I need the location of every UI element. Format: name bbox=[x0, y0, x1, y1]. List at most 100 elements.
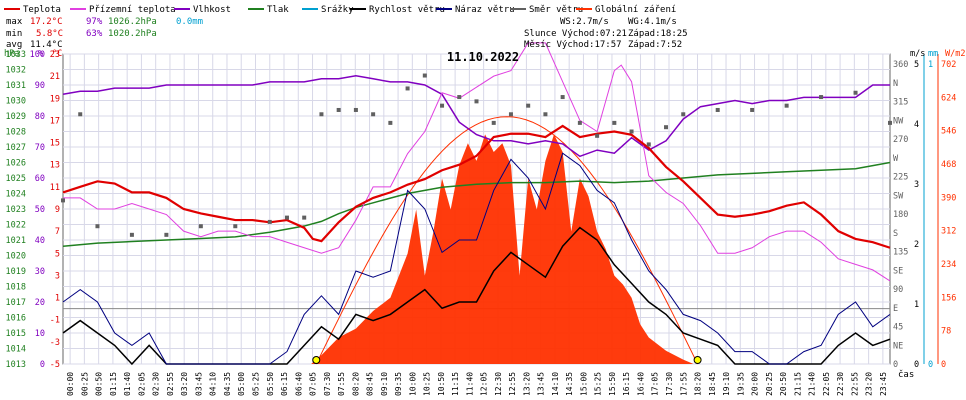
legend-label: Teplota bbox=[23, 5, 61, 15]
temp-tick-label: 1 bbox=[55, 294, 60, 304]
x-tick-label: 10:00 bbox=[408, 372, 417, 396]
x-tick-label: 09:35 bbox=[394, 372, 403, 396]
wind-direction-point bbox=[61, 198, 65, 203]
dir-tick-label: E bbox=[893, 304, 898, 314]
temp-tick-label: -1 bbox=[50, 316, 60, 326]
stat-max-rain: 0.0mm bbox=[176, 17, 203, 27]
pct-tick-label: 100 bbox=[30, 50, 45, 60]
x-tick-label: 15:00 bbox=[579, 372, 588, 396]
x-tick-label: 14:35 bbox=[565, 372, 574, 396]
series-line-Tlak bbox=[62, 161, 891, 247]
series-line-Přízemní teplota bbox=[63, 42, 891, 282]
x-tick-label: 15:25 bbox=[594, 372, 603, 396]
temp-tick-label: 11 bbox=[50, 183, 60, 193]
temp-tick-label: 13 bbox=[50, 161, 60, 171]
series-line-Teplota bbox=[62, 124, 891, 249]
legend: Teplota Přízemní teplota Vlhkost Tlak Srážky… bbox=[4, 5, 676, 15]
x-tick-label: 09:10 bbox=[380, 372, 389, 396]
x-tick-label: 19:10 bbox=[722, 372, 731, 396]
stat-avg-label: avg bbox=[6, 40, 22, 50]
x-tick-label: 17:55 bbox=[679, 372, 688, 396]
hpa-axis-unit: hPa bbox=[4, 49, 19, 59]
wind-speed-info: WS:2.7m/s bbox=[560, 17, 609, 27]
dir-tick-label: SW bbox=[893, 191, 904, 201]
sunrise-marker bbox=[312, 356, 321, 364]
rad-tick-label: 468 bbox=[941, 160, 956, 170]
dir-tick-label: 360 bbox=[893, 60, 908, 70]
radiation-area bbox=[311, 116, 699, 365]
chart-title: 11.10.2022 bbox=[447, 50, 519, 64]
x-tick-label: 03:20 bbox=[180, 372, 189, 396]
x-tick-label: 17:30 bbox=[665, 372, 674, 396]
sun-set-info: Západ:18:25 bbox=[628, 29, 688, 39]
wind-direction-point bbox=[319, 112, 324, 117]
wind-direction-point bbox=[388, 120, 393, 125]
x-tick-label: 02:55 bbox=[166, 372, 175, 396]
hpa-tick-label: 1015 bbox=[6, 329, 26, 339]
rad-tick-label: 78 bbox=[941, 327, 951, 337]
wind-tick-label: 0 bbox=[914, 360, 919, 370]
sunset-marker bbox=[693, 356, 702, 364]
dir-tick-label: 0 bbox=[893, 360, 898, 370]
x-tick-label: 00:00 bbox=[66, 372, 75, 396]
radiation-fill bbox=[311, 134, 694, 364]
sun-info: Slunce Východ:07:21 bbox=[524, 29, 627, 39]
wind-direction-point bbox=[198, 224, 203, 229]
x-tick-label: 22:55 bbox=[850, 372, 859, 396]
hpa-tick-label: 1013 bbox=[6, 360, 26, 370]
x-tick-label: 18:20 bbox=[694, 372, 703, 396]
pct-tick-label: 50 bbox=[35, 205, 45, 215]
hpa-tick-label: 1031 bbox=[6, 81, 26, 91]
pct-tick-label: 90 bbox=[35, 81, 45, 91]
stat-min-label: min bbox=[6, 29, 22, 39]
temp-tick-label: -5 bbox=[50, 360, 60, 370]
wind-direction-point bbox=[888, 120, 892, 125]
wind-direction-point bbox=[302, 215, 307, 220]
temp-tick-label: -3 bbox=[50, 338, 60, 348]
x-tick-label: 13:20 bbox=[522, 372, 531, 396]
x-tick-label: 14:10 bbox=[551, 372, 560, 396]
x-tick-label: 12:30 bbox=[494, 372, 503, 396]
wind-direction-point bbox=[95, 224, 100, 229]
hpa-tick-label: 1030 bbox=[6, 97, 26, 107]
moon-info: Měsíc Východ:17:57 bbox=[524, 40, 622, 50]
x-tick-label: 00:25 bbox=[80, 372, 89, 396]
wind-direction-point bbox=[543, 112, 548, 117]
pct-tick-label: 40 bbox=[35, 236, 45, 246]
stat-max-label: max bbox=[6, 17, 23, 27]
x-tick-label: 05:00 bbox=[237, 372, 246, 396]
x-tick-label: 08:45 bbox=[366, 372, 375, 396]
temp-tick-label: 21 bbox=[50, 72, 60, 82]
temp-tick-label: 19 bbox=[50, 94, 60, 104]
dir-tick-label: W bbox=[893, 154, 899, 164]
rad-tick-label: 156 bbox=[941, 293, 956, 303]
x-tick-label: 11:15 bbox=[451, 372, 460, 396]
legend-label: Směr větru bbox=[529, 5, 583, 15]
wind-direction-point bbox=[853, 90, 858, 95]
x-tick-label: 21:40 bbox=[808, 372, 817, 396]
hpa-tick-label: 1025 bbox=[6, 174, 26, 184]
x-tick-label: 08:20 bbox=[351, 372, 360, 396]
x-tick-label: 07:30 bbox=[323, 372, 332, 396]
wind-gust-info: WG:4.1m/s bbox=[628, 17, 677, 27]
wind-direction-point bbox=[474, 99, 479, 104]
x-tick-label: 04:35 bbox=[223, 372, 232, 396]
rad-tick-label: 546 bbox=[941, 127, 956, 137]
wind-direction-point bbox=[681, 112, 686, 117]
pct-tick-label: 20 bbox=[35, 298, 45, 308]
moon-set-info: Západ:7:52 bbox=[628, 40, 682, 50]
x-axis-unit: čas bbox=[898, 369, 914, 380]
x-tick-label: 01:15 bbox=[109, 372, 118, 396]
temp-tick-label: 15 bbox=[50, 139, 60, 149]
wind-tick-label: 5 bbox=[914, 60, 919, 70]
x-tick-label: 15:50 bbox=[608, 372, 617, 396]
legend-label: Globální záření bbox=[595, 5, 676, 15]
wind-direction-point bbox=[440, 103, 445, 108]
x-tick-label: 16:40 bbox=[636, 372, 645, 396]
legend-label: Rychlost větru bbox=[369, 5, 445, 15]
x-tick-label: 07:05 bbox=[309, 372, 318, 396]
dir-tick-label: 225 bbox=[893, 173, 908, 183]
sun-arc bbox=[315, 116, 699, 365]
wind-direction-point bbox=[491, 120, 496, 125]
stat-min-press: 1020.2hPa bbox=[108, 29, 157, 39]
